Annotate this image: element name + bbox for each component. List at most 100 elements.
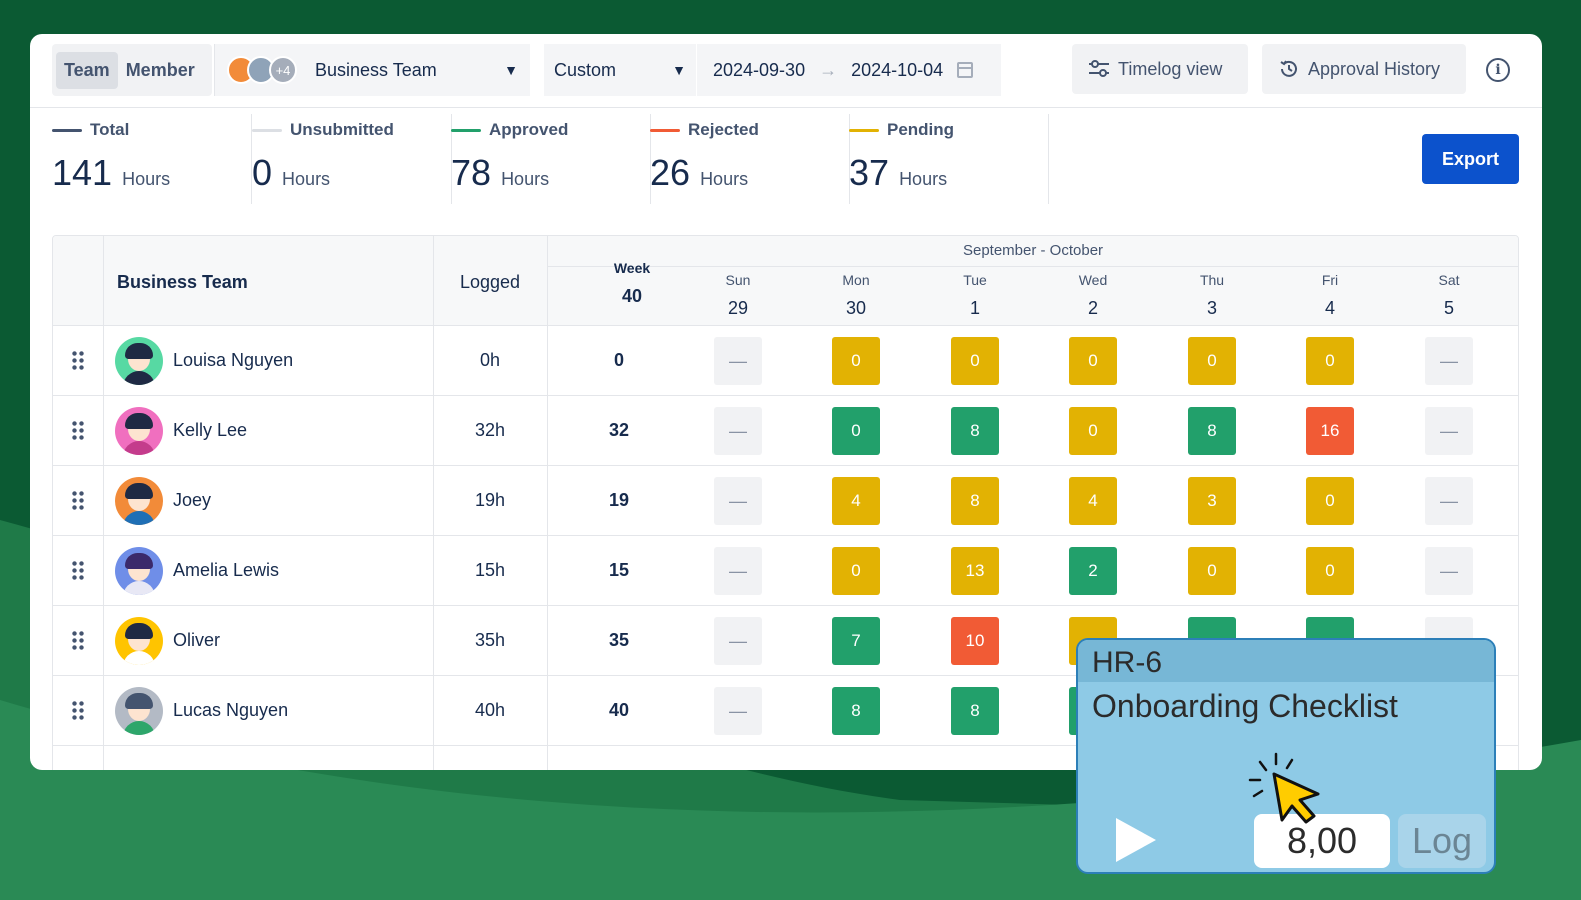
day-cell[interactable]: 0 <box>832 407 880 455</box>
member-name[interactable]: Lucas Nguyen <box>173 700 289 720</box>
column-header-sat: Sat 5 <box>1390 272 1508 319</box>
log-button[interactable]: Log <box>1398 814 1486 868</box>
log-time-popup: HR-6 Onboarding Checklist 8,00 Log <box>1076 638 1496 874</box>
range-select-label: Custom <box>554 59 617 80</box>
member-name[interactable]: Amelia Lewis <box>173 560 280 580</box>
export-button[interactable]: Export <box>1422 134 1519 184</box>
day-cell[interactable]: 0 <box>1306 547 1354 595</box>
stat-unit: Hours <box>282 169 331 189</box>
week-total: 35 <box>608 630 630 650</box>
stat-approved: Approved 78 Hours <box>451 114 651 204</box>
day-cell[interactable]: 0 <box>832 337 880 385</box>
day-cell[interactable]: — <box>1425 337 1473 385</box>
column-header-mon: Mon 30 <box>797 272 915 319</box>
date-end: 2024-10-04 <box>851 59 944 80</box>
day-name: Week <box>613 260 651 276</box>
day-cell[interactable]: — <box>714 337 762 385</box>
stat-label-text: Unsubmitted <box>290 120 394 139</box>
day-cell[interactable]: 13 <box>951 547 999 595</box>
day-cell[interactable]: 8 <box>1188 407 1236 455</box>
table-row: Amelia Lewis 15h 15 — 0 13 2 0 0 — <box>53 536 1518 606</box>
day-cell[interactable]: — <box>1425 477 1473 525</box>
range-select[interactable]: Custom ▼ <box>544 44 696 96</box>
day-cell[interactable]: — <box>714 407 762 455</box>
day-number: 40 <box>621 286 643 306</box>
day-cell[interactable]: 0 <box>1188 337 1236 385</box>
day-number: 5 <box>1443 298 1454 318</box>
day-number: 3 <box>1206 298 1217 318</box>
divider <box>433 236 434 770</box>
day-cell[interactable]: 0 <box>832 547 880 595</box>
day-number: 29 <box>727 298 749 318</box>
stat-label: Rejected <box>650 120 849 140</box>
stat-number: 0 <box>252 152 273 193</box>
member-name[interactable]: Louisa Nguyen <box>173 350 294 370</box>
day-cell[interactable]: 8 <box>951 407 999 455</box>
column-header-tue: Tue 1 <box>916 272 1034 319</box>
day-cell[interactable]: 3 <box>1188 477 1236 525</box>
calendar-icon <box>957 62 974 78</box>
avatar <box>115 407 163 455</box>
team-view-tab[interactable]: Team <box>56 51 118 89</box>
day-cell[interactable]: — <box>714 547 762 595</box>
timelog-view-label: Timelog view <box>1118 58 1223 79</box>
day-cell[interactable]: 0 <box>1306 337 1354 385</box>
member-view-tab[interactable]: Member <box>125 59 195 80</box>
info-icon[interactable]: i <box>1486 58 1510 82</box>
timelog-view-button[interactable]: Timelog view <box>1072 44 1248 94</box>
stat-label: Unsubmitted <box>252 120 451 140</box>
column-header-fri: Fri 4 <box>1271 272 1389 319</box>
team-select[interactable]: +4 Business Team ▼ <box>214 44 530 96</box>
day-cell[interactable]: 4 <box>1069 477 1117 525</box>
column-header-week: Week 40 <box>560 260 704 307</box>
day-cell[interactable]: — <box>714 687 762 735</box>
day-cell[interactable]: 4 <box>832 477 880 525</box>
day-cell[interactable]: 8 <box>832 687 880 735</box>
day-cell[interactable]: — <box>1425 547 1473 595</box>
month-header: September - October <box>962 242 1104 259</box>
drag-handle-icon[interactable] <box>71 630 85 650</box>
drag-handle-icon[interactable] <box>71 350 85 370</box>
table-header: Business Team Logged September - October… <box>53 236 1518 326</box>
day-name: Mon <box>842 272 870 288</box>
day-cell[interactable]: — <box>1425 407 1473 455</box>
stat-label: Pending <box>849 120 1048 140</box>
team-select-label: Business Team <box>315 59 437 80</box>
member-name[interactable]: Joey <box>173 490 212 510</box>
member-name[interactable]: Oliver <box>173 630 221 650</box>
day-cell[interactable]: 8 <box>951 687 999 735</box>
table-row: Louisa Nguyen 0h 0 — 0 0 0 0 0 — <box>53 326 1518 396</box>
legend-line <box>252 128 282 132</box>
day-cell[interactable]: 16 <box>1306 407 1354 455</box>
date-range-picker[interactable]: 2024-09-30 → 2024-10-04 <box>697 44 1001 96</box>
hours-input[interactable]: 8,00 <box>1254 814 1390 868</box>
day-cell[interactable]: 0 <box>1188 547 1236 595</box>
legend-line <box>451 128 481 132</box>
drag-handle-icon[interactable] <box>71 490 85 510</box>
member-name[interactable]: Kelly Lee <box>173 420 248 440</box>
date-start: 2024-09-30 <box>713 59 806 80</box>
logged-hours: 32h <box>474 420 506 440</box>
day-cell[interactable]: 8 <box>951 477 999 525</box>
day-cell[interactable]: 0 <box>1306 477 1354 525</box>
day-cell[interactable]: — <box>714 477 762 525</box>
week-total: 32 <box>608 420 630 440</box>
stat-total: Total 141 Hours <box>52 114 252 204</box>
logged-hours: 15h <box>474 560 506 580</box>
column-header-wed: Wed 2 <box>1034 272 1152 319</box>
drag-handle-icon[interactable] <box>71 420 85 440</box>
day-cell[interactable]: 0 <box>1069 407 1117 455</box>
play-icon[interactable] <box>1116 818 1156 862</box>
day-cell[interactable]: 7 <box>832 617 880 665</box>
day-cell[interactable]: — <box>714 617 762 665</box>
day-name: Tue <box>963 272 987 288</box>
day-cell[interactable]: 0 <box>951 337 999 385</box>
approval-history-button[interactable]: Approval History <box>1262 44 1466 94</box>
stat-pending: Pending 37 Hours <box>849 114 1049 204</box>
day-cell[interactable]: 0 <box>1069 337 1117 385</box>
day-cell[interactable]: 10 <box>951 617 999 665</box>
drag-handle-icon[interactable] <box>71 560 85 580</box>
drag-handle-icon[interactable] <box>71 700 85 720</box>
stat-unit: Hours <box>899 169 948 189</box>
day-cell[interactable]: 2 <box>1069 547 1117 595</box>
